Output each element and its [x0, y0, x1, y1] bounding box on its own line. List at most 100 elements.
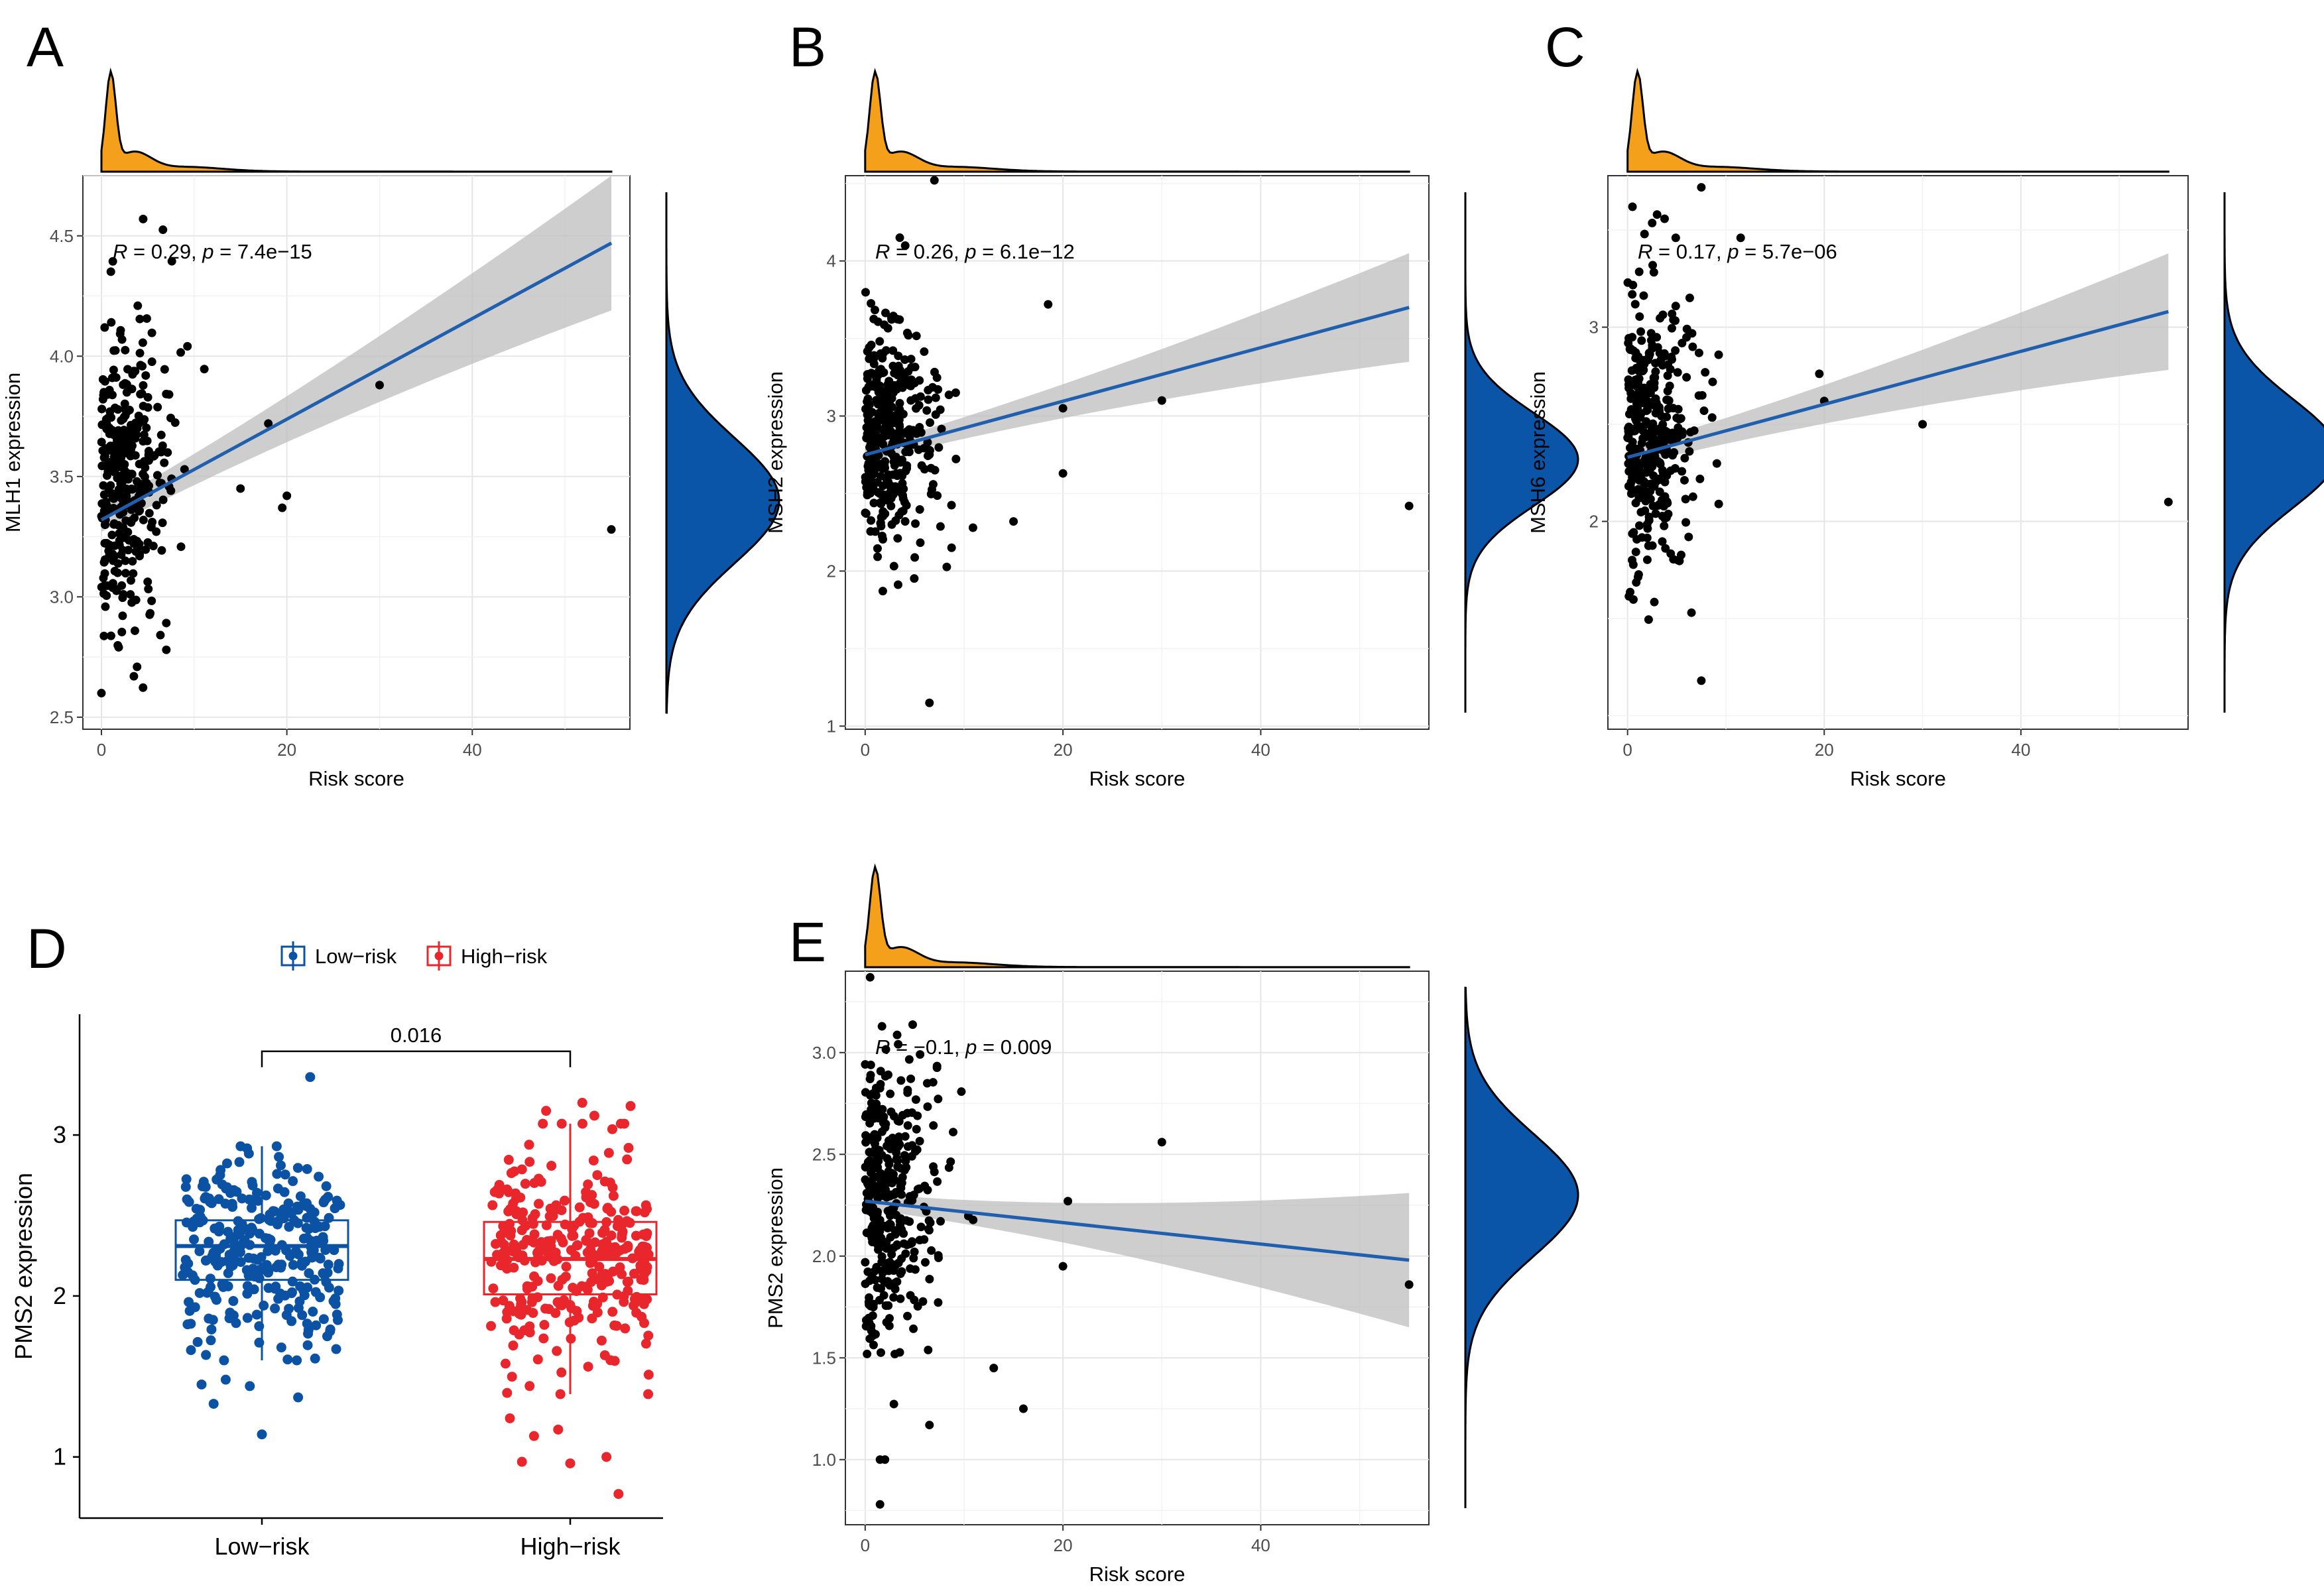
data-point [299, 1290, 310, 1301]
data-point [1629, 528, 1638, 537]
data-point [552, 1346, 562, 1356]
data-point [1634, 521, 1644, 530]
data-point [502, 1246, 513, 1256]
data-point [1656, 459, 1665, 469]
data-point [892, 1148, 901, 1157]
data-point [601, 1217, 612, 1228]
side-density [1464, 192, 1579, 713]
expression-density [1464, 986, 1579, 1508]
data-point [113, 559, 123, 568]
data-point [874, 1156, 883, 1165]
data-point [886, 428, 895, 437]
data-point [885, 1138, 894, 1148]
data-point [1044, 300, 1053, 309]
data-point [926, 418, 935, 428]
data-point [944, 390, 953, 400]
data-point [607, 1124, 617, 1134]
data-point [556, 1205, 567, 1216]
data-point [1674, 430, 1683, 440]
data-point [906, 1074, 916, 1083]
data-point [272, 1169, 282, 1179]
data-point [147, 357, 156, 367]
data-point [901, 467, 910, 476]
data-point [334, 1285, 344, 1296]
data-point [136, 390, 145, 399]
data-point [546, 1273, 556, 1283]
data-point [1714, 499, 1723, 508]
data-point [920, 1258, 930, 1267]
data-point [526, 1297, 537, 1307]
data-point [517, 1225, 527, 1236]
data-point [892, 471, 902, 481]
data-point [929, 1162, 938, 1171]
data-point [1624, 375, 1633, 384]
data-point [1404, 501, 1414, 510]
data-point [121, 345, 130, 355]
data-point [504, 1301, 515, 1311]
data-point [1658, 537, 1667, 546]
data-point [242, 1143, 253, 1153]
data-point [560, 1271, 571, 1282]
y-tick-label: 3 [53, 1121, 66, 1148]
data-point [501, 1313, 512, 1324]
y-tick-label: 2 [827, 561, 836, 581]
data-point [140, 472, 149, 481]
data-point [1648, 261, 1658, 270]
data-point [215, 1165, 226, 1175]
data-point [321, 1181, 332, 1191]
data-point [221, 1158, 232, 1169]
data-point [883, 1224, 892, 1233]
data-point [212, 1246, 222, 1257]
data-point [538, 1118, 548, 1129]
data-point [934, 1298, 943, 1307]
data-point [139, 430, 149, 440]
data-point [866, 432, 875, 441]
data-point [877, 531, 887, 540]
data-point [214, 1226, 224, 1237]
data-point [861, 1162, 870, 1171]
r-value: = 0.26, [890, 240, 965, 263]
r-symbol: R [875, 240, 890, 263]
data-point [951, 454, 961, 463]
data-point [892, 1277, 902, 1286]
data-point [99, 390, 108, 400]
data-point [528, 1431, 539, 1441]
data-point [865, 443, 875, 452]
data-point [287, 1287, 298, 1297]
data-point [876, 518, 885, 528]
data-point [916, 428, 926, 437]
data-point [589, 1237, 600, 1248]
data-point [951, 388, 960, 397]
regression-line [100, 241, 613, 522]
data-point [280, 1169, 290, 1180]
data-point [198, 1215, 208, 1226]
data-point [886, 1089, 895, 1098]
data-point [157, 546, 166, 555]
data-point [141, 545, 151, 554]
data-point [628, 1300, 639, 1311]
data-point [524, 1157, 535, 1167]
data-point [225, 1261, 236, 1271]
data-point [1626, 489, 1636, 499]
data-point [128, 557, 137, 566]
data-point [103, 467, 113, 477]
data-point [612, 1289, 623, 1300]
data-point [874, 387, 883, 396]
data-point [141, 371, 151, 380]
data-point [900, 1132, 910, 1141]
data-point [288, 1260, 298, 1270]
data-point [219, 1239, 229, 1250]
data-point [103, 426, 113, 435]
plot-area: R = 0.26, p = 6.1e−12 0 20 40 1 2 3 4 Risk score… [764, 175, 1430, 790]
data-point [191, 1203, 202, 1214]
data-point [924, 1226, 934, 1235]
data-point [109, 365, 118, 375]
data-point [528, 1308, 538, 1319]
data-point [311, 1320, 322, 1330]
data-point [237, 1193, 247, 1204]
data-point [1624, 383, 1634, 392]
data-point [889, 1399, 898, 1409]
data-point [927, 1246, 936, 1255]
data-point [865, 1185, 875, 1195]
data-point [522, 1283, 532, 1294]
